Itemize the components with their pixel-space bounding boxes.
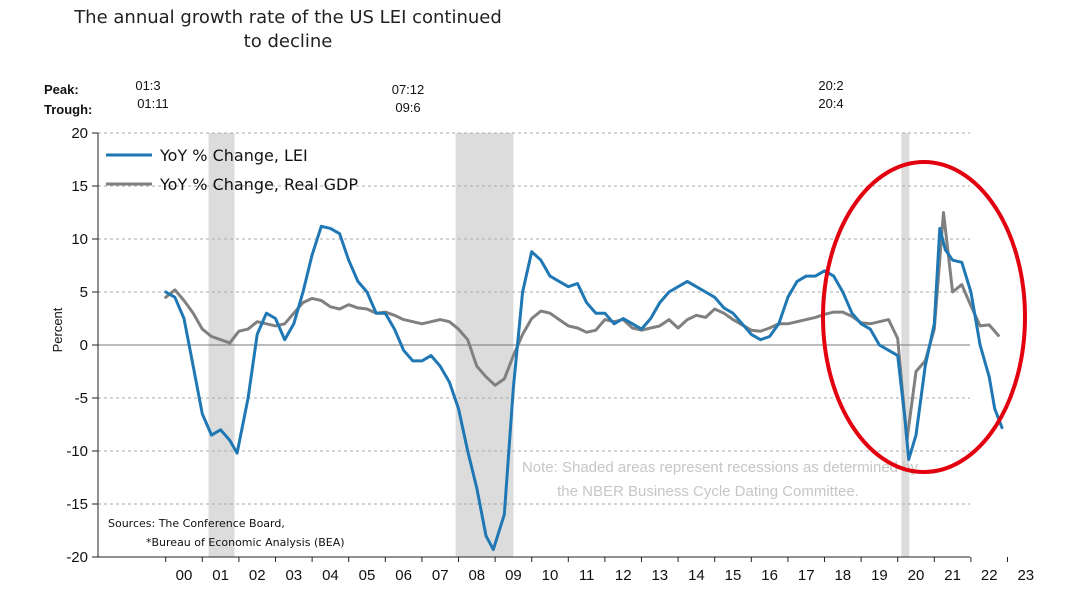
recession-3-peak: 20:2 xyxy=(818,78,844,93)
y-tick-label-4: 0 xyxy=(80,337,88,354)
y-tick-label-5: -5 xyxy=(75,390,88,407)
legend-label-gdp: YoY % Change, Real GDP xyxy=(159,175,358,194)
x-tick-label-23: 23 xyxy=(1017,567,1034,584)
y-tick-label-0: 20 xyxy=(71,125,88,142)
x-tick-label-3: 03 xyxy=(285,567,302,584)
y-tick-label-2: 10 xyxy=(71,231,88,248)
trough-label: Trough: xyxy=(44,102,93,117)
peak-label: Peak: xyxy=(44,82,79,97)
x-tick-label-4: 04 xyxy=(322,567,339,584)
x-tick-label-2: 02 xyxy=(249,567,266,584)
x-tick-label-12: 12 xyxy=(615,567,632,584)
x-tick-label-1: 01 xyxy=(212,567,229,584)
sources-line2: *Bureau of Economic Analysis (BEA) xyxy=(146,536,345,549)
x-tick-label-5: 05 xyxy=(359,567,376,584)
x-tick-label-8: 08 xyxy=(468,567,485,584)
recession-1-trough: 01:11 xyxy=(137,96,169,111)
legend-label-lei: YoY % Change, LEI xyxy=(159,146,308,165)
x-tick-label-0: 00 xyxy=(176,567,193,584)
y-tick-label-8: -20 xyxy=(66,549,88,566)
chart-title-line2: to decline xyxy=(243,31,333,52)
note-line2: the NBER Business Cycle Dating Committee… xyxy=(557,483,859,500)
chart-title: The annual growth rate of the US LEI con… xyxy=(48,6,528,54)
sources-line1: Sources: The Conference Board, xyxy=(108,517,285,530)
x-tick-label-16: 16 xyxy=(761,567,778,584)
x-tick-label-14: 14 xyxy=(688,567,705,584)
x-tick-label-6: 06 xyxy=(395,567,412,584)
x-tick-label-9: 09 xyxy=(505,567,522,584)
x-tick-label-17: 17 xyxy=(798,567,815,584)
y-axis: 20 15 10 5 0 -5 -10 -15 -20 xyxy=(66,125,99,566)
recession-2-peak: 07:12 xyxy=(391,82,425,97)
x-tick-label-19: 19 xyxy=(871,567,888,584)
recession-2-trough: 09:6 xyxy=(395,100,421,115)
x-tick-label-22: 22 xyxy=(981,567,998,584)
y-tick-label-3: 5 xyxy=(80,284,88,301)
x-axis: 00 01 02 03 04 05 06 07 08 09 10 11 12 13 14 15 16 17 18 19… xyxy=(98,556,1034,584)
x-tick-label-11: 11 xyxy=(579,567,595,584)
y-tick-label-1: 15 xyxy=(71,178,88,195)
x-tick-label-18: 18 xyxy=(834,567,851,584)
y-tick-label-7: -15 xyxy=(66,496,88,513)
x-tick-label-20: 20 xyxy=(908,567,925,584)
y-axis-label: Percent xyxy=(50,307,65,352)
x-tick-label-13: 13 xyxy=(651,567,668,584)
x-tick-label-21: 21 xyxy=(944,567,961,584)
x-tick-label-10: 10 xyxy=(542,567,559,584)
series xyxy=(164,211,1004,552)
recession-1-peak: 01:3 xyxy=(135,78,161,93)
y-tick-label-6: -10 xyxy=(66,443,88,460)
recession-3-trough: 20:4 xyxy=(818,96,844,111)
x-tick-label-15: 15 xyxy=(725,567,742,584)
chart-title-line1: The annual growth rate of the US LEI con… xyxy=(74,7,502,28)
x-tick-label-7: 07 xyxy=(432,567,449,584)
highlight-ellipse xyxy=(821,160,1027,474)
note-line1: Note: Shaded areas represent recessions … xyxy=(522,459,919,476)
legend: YoY % Change, LEI YoY % Change, Real GDP xyxy=(106,146,358,194)
series-line-lei xyxy=(164,224,1004,552)
